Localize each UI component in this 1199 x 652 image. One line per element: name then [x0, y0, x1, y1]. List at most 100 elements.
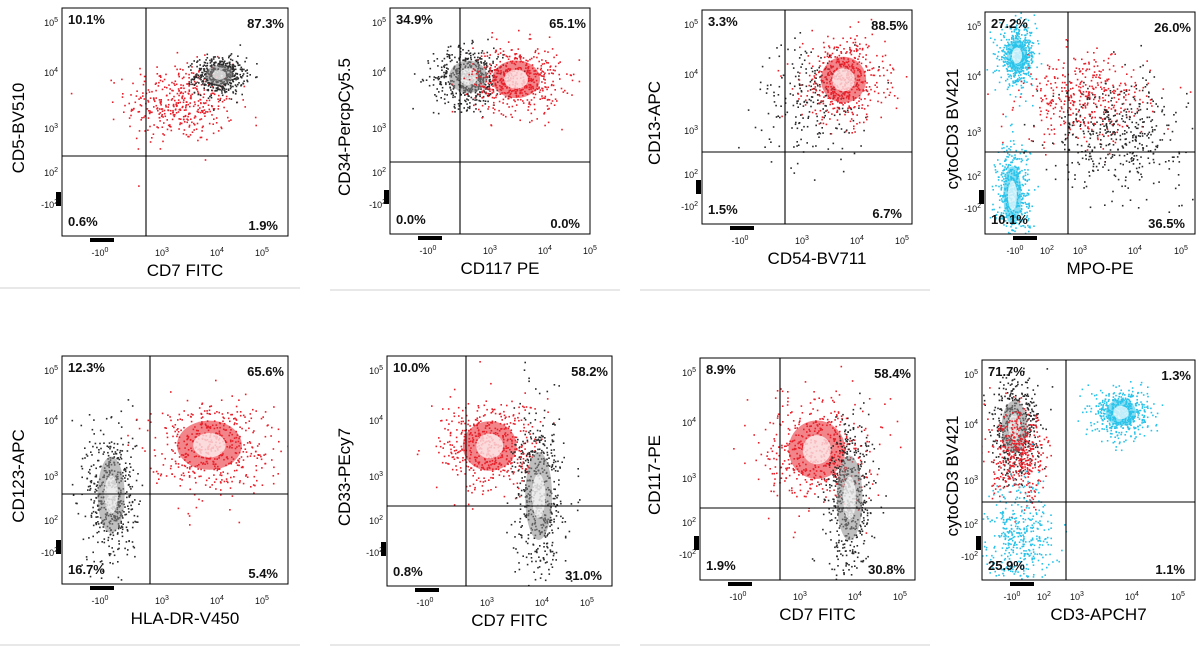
event-point [207, 97, 210, 99]
event-point [491, 32, 494, 34]
event-point [544, 72, 546, 74]
event-point [156, 126, 158, 128]
event-point [210, 96, 213, 99]
event-point [137, 473, 139, 475]
event-point [211, 83, 213, 85]
event-point [759, 88, 762, 91]
event-point [141, 117, 143, 119]
event-point [1000, 217, 1003, 220]
event-point [1135, 140, 1137, 142]
event-point [1151, 98, 1153, 101]
event-point [189, 102, 191, 104]
event-point [800, 90, 803, 92]
quadrant-lower-left: 1.5% [708, 202, 738, 217]
event-point [1092, 76, 1094, 79]
event-point [543, 111, 546, 114]
event-point [185, 106, 187, 109]
event-point [1059, 98, 1061, 101]
event-point [198, 78, 201, 80]
event-point [440, 83, 443, 86]
event-point [445, 72, 448, 75]
event-point [858, 105, 860, 107]
event-point [1025, 203, 1027, 205]
event-point [1027, 50, 1030, 52]
event-point [481, 90, 483, 93]
quadrant-lower-right: 6.7% [872, 206, 902, 221]
event-point [1068, 99, 1071, 102]
event-point [1010, 77, 1012, 80]
event-point [1100, 86, 1102, 88]
event-point [184, 115, 187, 118]
event-point [1004, 32, 1006, 34]
event-point [1040, 63, 1043, 65]
event-point [166, 86, 168, 89]
event-point [139, 104, 142, 106]
event-point [1144, 86, 1147, 88]
event-point [188, 126, 191, 128]
event-point [1015, 26, 1017, 28]
event-point [226, 110, 228, 112]
event-point [480, 82, 482, 85]
event-point [1102, 148, 1105, 150]
event-point [1113, 89, 1115, 92]
population-core [212, 70, 226, 80]
event-point [135, 95, 138, 97]
event-point [1131, 152, 1134, 155]
event-point [849, 49, 851, 51]
event-point [1029, 75, 1031, 78]
event-point [467, 106, 469, 109]
event-point [1027, 207, 1030, 209]
event-point [1115, 101, 1118, 103]
event-point [143, 116, 145, 119]
event-point [1075, 117, 1077, 120]
event-point [1032, 51, 1034, 54]
event-point [1107, 144, 1110, 146]
event-point [1073, 124, 1075, 126]
event-point [480, 88, 482, 90]
event-point [188, 93, 190, 95]
event-point [205, 84, 207, 86]
event-point [876, 54, 878, 57]
y-axis-label: cytoCD3 BV421 [943, 69, 962, 190]
event-point [189, 134, 192, 136]
event-point [552, 69, 555, 71]
event-point [1118, 113, 1121, 115]
event-point [203, 109, 206, 111]
event-point [215, 117, 218, 119]
event-point [810, 67, 813, 69]
event-point [169, 124, 171, 126]
event-point [1020, 17, 1022, 19]
event-point [1016, 79, 1018, 82]
event-point [1018, 33, 1020, 35]
event-point [443, 57, 446, 60]
event-point [1142, 64, 1144, 67]
event-point [989, 216, 992, 219]
event-point [1124, 130, 1126, 132]
event-point [1121, 125, 1124, 128]
event-point [96, 531, 98, 534]
event-point [1058, 93, 1060, 96]
population-core [1007, 180, 1017, 210]
event-point [812, 48, 814, 50]
event-point [1161, 97, 1163, 99]
event-point [1093, 74, 1096, 77]
event-point [1128, 161, 1131, 163]
event-point [1137, 147, 1139, 150]
event-point [1084, 95, 1087, 98]
event-point [1028, 202, 1030, 205]
event-point [1006, 145, 1008, 148]
event-point [1021, 24, 1023, 27]
event-point [123, 511, 125, 513]
event-point [1140, 173, 1142, 176]
event-point [1110, 53, 1112, 56]
event-point [219, 60, 221, 63]
event-point [432, 84, 435, 86]
x-tick-label: 105 [583, 245, 597, 256]
event-point [1132, 69, 1135, 71]
event-point [1021, 169, 1023, 172]
event-point [1088, 158, 1090, 161]
event-point [1126, 125, 1129, 127]
event-point [1048, 67, 1050, 70]
event-point [1045, 154, 1047, 156]
event-point [1084, 107, 1087, 109]
